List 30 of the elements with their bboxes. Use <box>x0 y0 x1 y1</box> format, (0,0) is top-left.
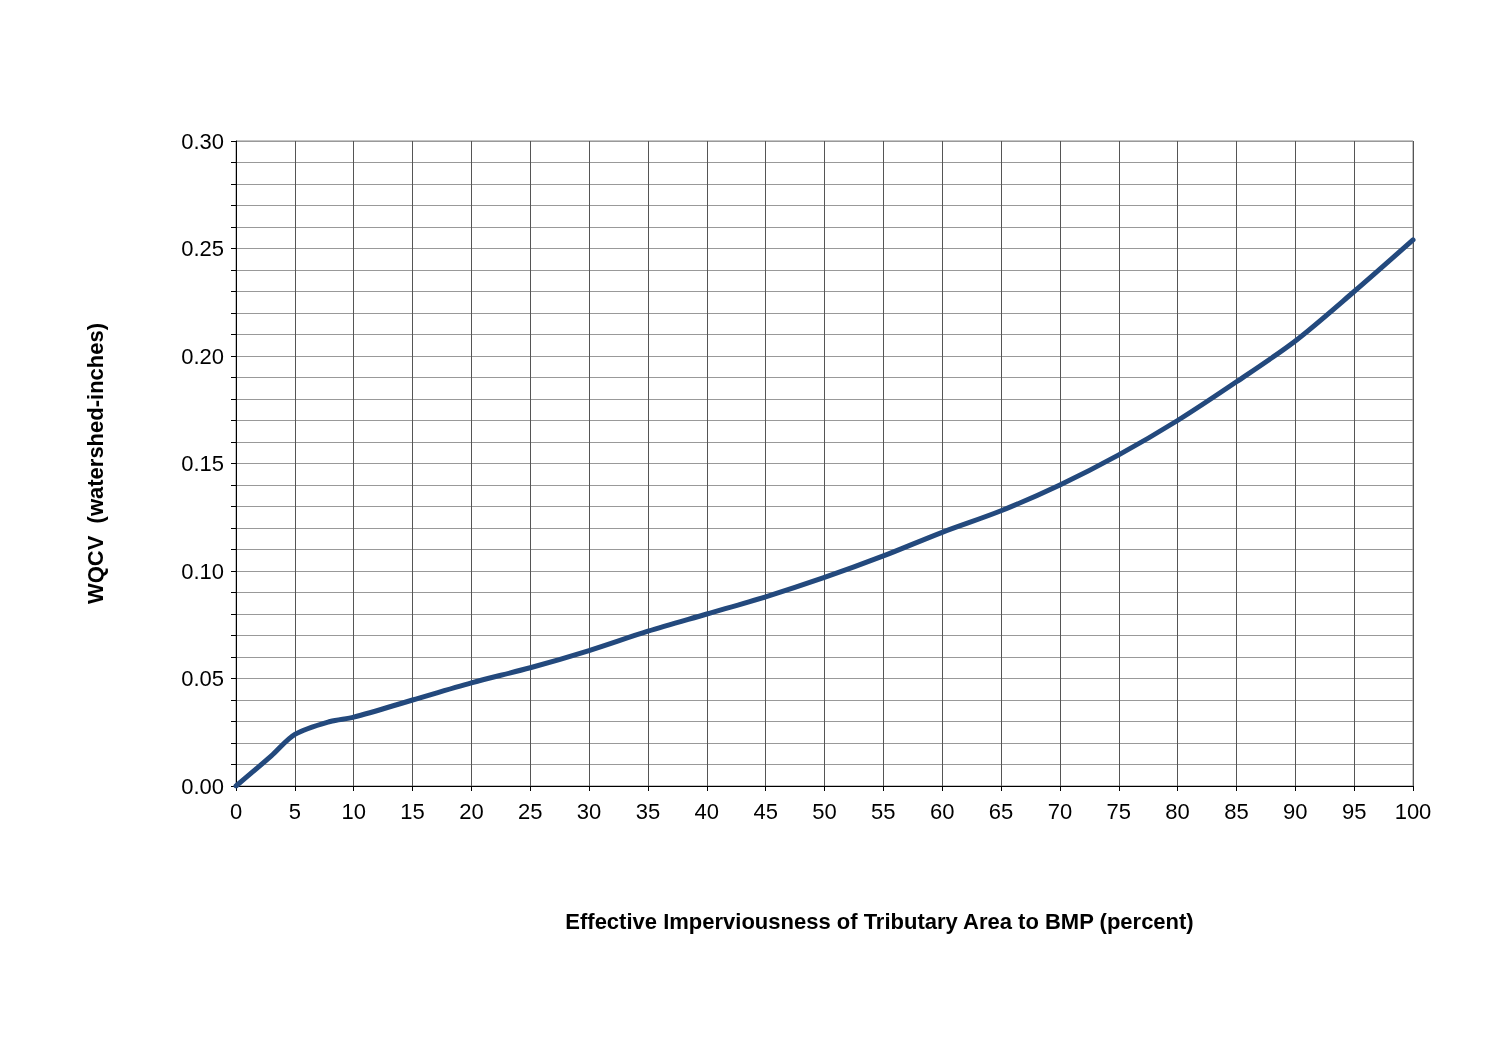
y-tick-label: 0.05 <box>181 666 224 691</box>
x-tick-label: 90 <box>1283 798 1308 824</box>
y-tick-label: 0.15 <box>181 451 224 476</box>
x-tick-label: 100 <box>1394 798 1432 824</box>
x-tick-label: 65 <box>988 798 1014 824</box>
x-tick-label: 50 <box>812 798 837 824</box>
y-axis-title: WQCV (watershed-inches) <box>82 322 108 605</box>
x-tick-label: 85 <box>1224 798 1249 824</box>
x-tick-label: 60 <box>929 798 955 824</box>
x-tick-label: 5 <box>288 798 301 824</box>
x-tick-label: 15 <box>400 798 425 824</box>
x-tick-label: 95 <box>1341 798 1367 824</box>
y-tick-label: 0.30 <box>181 128 224 154</box>
x-tick-label: 70 <box>1047 798 1073 824</box>
y-tick-label: 0.00 <box>181 773 224 799</box>
x-tick-label: 55 <box>871 798 896 824</box>
x-tick-label: 75 <box>1106 798 1131 824</box>
x-tick-label: 30 <box>576 798 602 824</box>
y-tick-label: 0.20 <box>181 343 224 369</box>
x-tick-label: 45 <box>753 798 778 824</box>
y-tick-label: 0.25 <box>181 236 224 261</box>
x-axis-title: Effective Imperviousness of Tributary Area to BMP (percent) <box>565 908 1194 934</box>
x-tick-label: 80 <box>1165 798 1190 824</box>
x-tick-label: 0 <box>229 798 243 824</box>
x-tick-label: 35 <box>635 798 661 824</box>
x-tick-label: 10 <box>341 798 366 824</box>
x-tick-label: 25 <box>518 798 543 824</box>
y-tick-label: 0.10 <box>181 558 224 584</box>
x-tick-label: 20 <box>459 798 484 824</box>
x-tick-label: 40 <box>694 798 720 824</box>
